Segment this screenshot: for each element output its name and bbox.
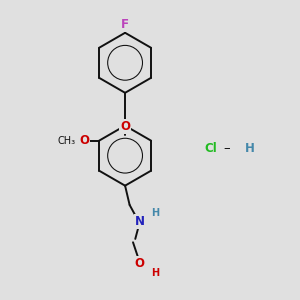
Text: Cl: Cl [204,142,217,155]
Text: H: H [151,208,159,218]
Text: H: H [151,268,159,278]
Text: O: O [135,257,145,270]
Text: N: N [135,215,145,228]
Text: H: H [244,142,254,155]
Text: O: O [80,134,89,147]
Text: –: – [224,142,230,155]
Text: CH₃: CH₃ [58,136,76,146]
Text: O: O [120,120,130,133]
Text: F: F [121,18,129,32]
